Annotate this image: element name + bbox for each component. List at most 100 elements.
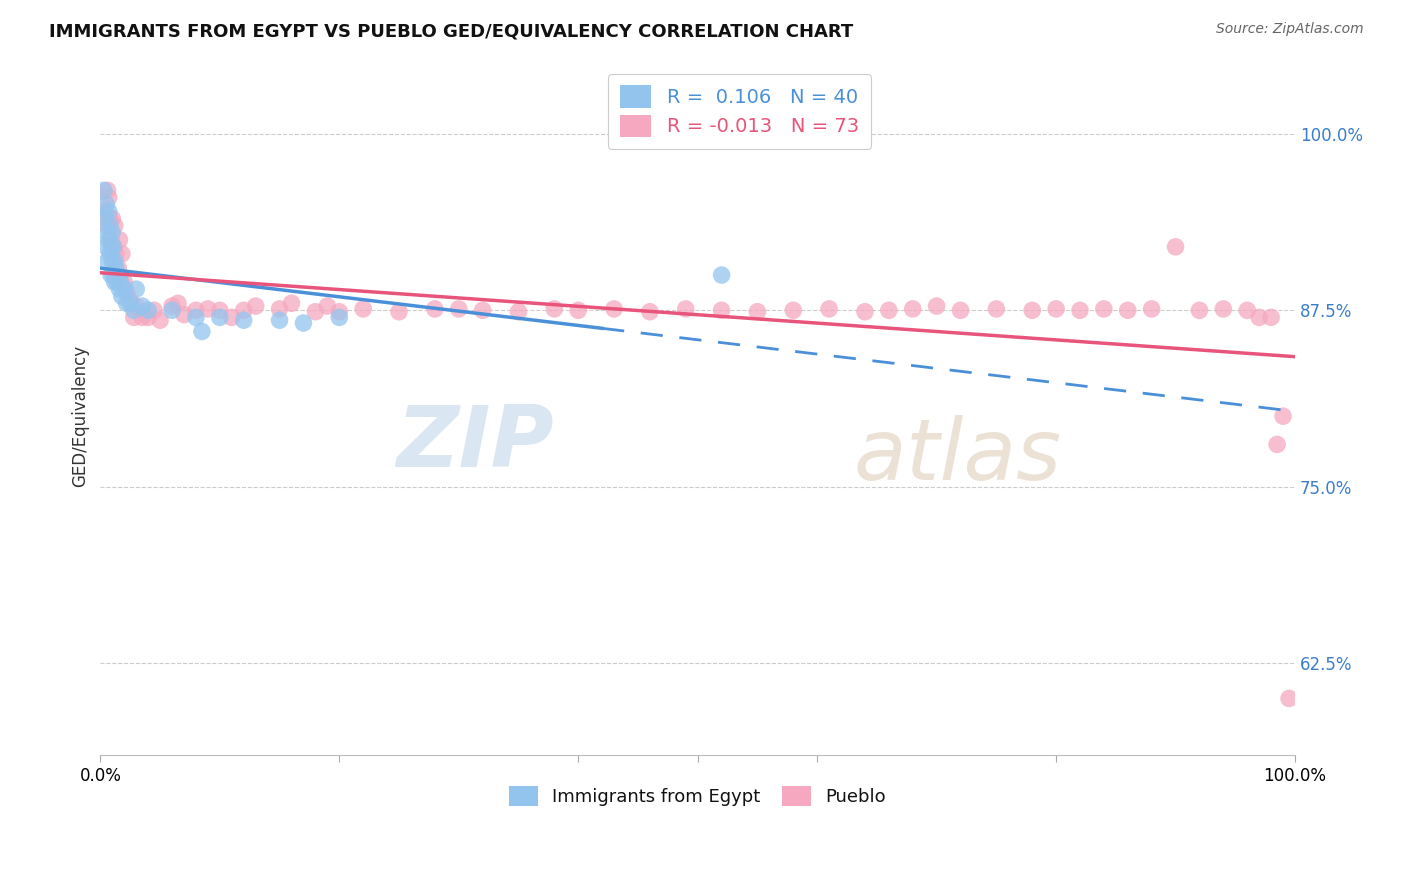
Point (280, 296, 302, 310)
Legend: Immigrants from Egypt, Pueblo: Immigrants from Egypt, Pueblo (502, 779, 893, 814)
Point (110, 275, 132, 289)
Point (103, 240, 125, 254)
Point (567, 303, 589, 318)
Point (853, 304, 876, 318)
Point (423, 301, 446, 316)
Point (877, 303, 900, 318)
Point (1236, 303, 1258, 318)
Point (1092, 301, 1115, 316)
Point (447, 301, 470, 316)
Point (131, 310, 153, 325)
Point (107, 268, 129, 282)
Point (292, 316, 315, 330)
Point (747, 304, 769, 318)
Point (96, 183, 118, 197)
Point (93, 183, 115, 197)
Point (710, 303, 733, 318)
Point (184, 310, 207, 325)
Point (101, 254, 124, 268)
Text: atlas: atlas (853, 416, 1062, 499)
Point (96, 219, 118, 233)
Point (184, 303, 207, 318)
Point (675, 301, 697, 316)
Point (96, 240, 118, 254)
Point (232, 313, 254, 327)
Point (1164, 240, 1187, 254)
Point (232, 303, 254, 318)
Text: IMMIGRANTS FROM EGYPT VS PUEBLO GED/EQUIVALENCY CORRELATION CHART: IMMIGRANTS FROM EGYPT VS PUEBLO GED/EQUI… (49, 22, 853, 40)
Point (101, 211, 124, 226)
Point (96, 254, 118, 268)
Point (96, 226, 118, 240)
Point (101, 226, 124, 240)
Point (112, 275, 135, 289)
Point (208, 310, 231, 325)
Point (111, 247, 134, 261)
Point (1278, 691, 1301, 706)
Point (471, 303, 494, 318)
Point (100, 233, 122, 247)
Point (100, 268, 122, 282)
Point (104, 275, 127, 289)
Point (508, 304, 530, 318)
Point (160, 299, 183, 313)
Point (131, 299, 153, 313)
Point (638, 304, 661, 318)
Point (98, 247, 121, 261)
Text: Source: ZipAtlas.com: Source: ZipAtlas.com (1216, 22, 1364, 37)
Point (901, 301, 924, 316)
Point (352, 301, 374, 316)
Point (543, 301, 565, 316)
Point (818, 301, 841, 316)
Point (104, 219, 127, 233)
Point (122, 303, 145, 318)
Point (1265, 437, 1288, 451)
Point (105, 275, 128, 289)
Point (107, 260, 129, 275)
Point (104, 247, 127, 261)
Point (949, 303, 972, 318)
Point (1188, 303, 1211, 318)
Point (108, 282, 131, 296)
Point (96, 197, 118, 211)
Point (388, 304, 411, 318)
Point (98, 211, 121, 226)
Point (125, 282, 148, 296)
Point (103, 268, 125, 282)
Point (115, 296, 138, 310)
Point (197, 301, 219, 316)
Point (1116, 303, 1139, 318)
Point (1249, 310, 1271, 325)
Point (120, 293, 142, 308)
Point (120, 296, 142, 310)
Point (269, 301, 291, 316)
Point (136, 310, 159, 325)
Point (208, 303, 231, 318)
Point (160, 303, 183, 318)
Point (1021, 303, 1043, 318)
Point (136, 303, 159, 318)
Point (328, 304, 350, 318)
Point (710, 268, 733, 282)
Y-axis label: GED/Equivalency: GED/Equivalency (72, 345, 89, 487)
Point (149, 313, 172, 327)
Point (143, 303, 166, 318)
Point (100, 240, 122, 254)
Point (603, 301, 626, 316)
Point (111, 289, 134, 303)
Point (1069, 303, 1091, 318)
Point (782, 303, 804, 318)
Point (97, 204, 120, 219)
Point (112, 282, 135, 296)
Point (316, 299, 339, 313)
Point (125, 299, 148, 313)
Point (167, 296, 190, 310)
Point (191, 325, 214, 339)
Point (986, 301, 1008, 316)
Point (245, 299, 267, 313)
Point (97, 190, 120, 204)
Point (1045, 301, 1067, 316)
Point (108, 233, 131, 247)
Point (1212, 301, 1234, 316)
Point (122, 310, 145, 325)
